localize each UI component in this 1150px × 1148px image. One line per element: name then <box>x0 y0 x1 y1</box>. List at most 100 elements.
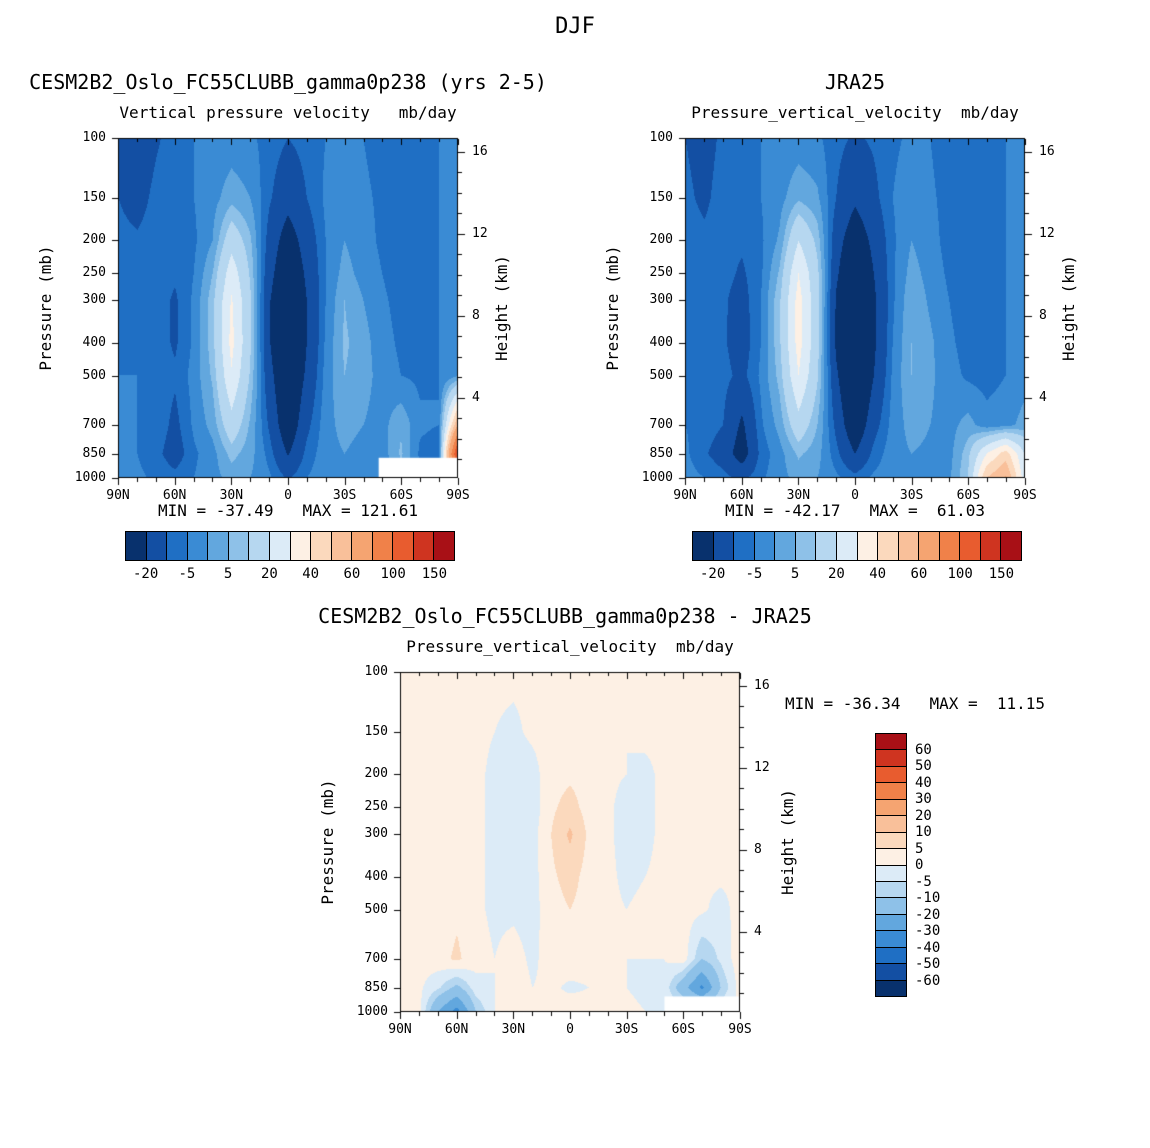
colorbar-segment <box>980 532 1002 560</box>
colorbar-segment <box>146 532 168 560</box>
colorbar-segment <box>960 532 981 560</box>
obs-latitude-tick-label: 30N <box>786 488 811 503</box>
diff-pressure-tick-label: 700 <box>364 951 388 967</box>
colorbar-segment <box>876 898 906 915</box>
diff-colorbar-tick-label: -60 <box>915 972 941 989</box>
diff-height-tick-label: 8 <box>754 841 762 857</box>
colorbar-segment <box>167 532 188 560</box>
obs-latitude-tick-label: 30S <box>899 488 924 503</box>
colorbar-segment <box>795 532 817 560</box>
obs-pressure-tick-label: 500 <box>649 367 673 383</box>
diff-panel-title: CESM2B2_Oslo_FC55CLUBB_gamma0p238 - JRA2… <box>318 604 812 628</box>
obs-minmax-label: MIN = -42.17 MAX = 61.03 <box>724 501 986 520</box>
model-pressure-tick-label: 100 <box>82 130 106 145</box>
colorbar-segment <box>775 532 796 560</box>
colorbar-segment <box>876 816 906 833</box>
model-colorbar <box>125 531 455 561</box>
obs-pressure-tick-label: 100 <box>649 130 673 145</box>
model-pressure-tick-label: 400 <box>82 334 106 350</box>
colorbar-segment <box>1001 532 1021 560</box>
colorbar-segment <box>876 931 906 948</box>
obs-contour-plot <box>677 130 1033 486</box>
model-colorbar-tick-label: 100 <box>380 566 406 582</box>
model-contour-plot <box>110 130 466 486</box>
diff-colorbar-tick-label: -30 <box>915 923 941 939</box>
model-latitude-tick-label: 30N <box>219 488 244 503</box>
diff-pressure-tick-label: 400 <box>364 868 388 884</box>
model-colorbar-tick-label: 60 <box>343 566 361 582</box>
diff-pressure-tick-label: 100 <box>364 664 388 679</box>
model-panel-title: CESM2B2_Oslo_FC55CLUBB_gamma0p238 (yrs 2… <box>29 70 547 94</box>
model-colorbar-tick-label: 40 <box>302 566 320 582</box>
obs-height-tick-label: 12 <box>1039 225 1055 241</box>
colorbar-segment <box>754 532 776 560</box>
colorbar-segment <box>919 532 940 560</box>
colorbar-segment <box>878 532 899 560</box>
obs-pressure-tick-label: 850 <box>649 446 673 461</box>
model-latitude-tick-label: 90N <box>106 488 130 503</box>
diff-pressure-tick-label: 300 <box>364 826 388 842</box>
diff-colorbar-tick-label: 0 <box>915 857 924 873</box>
model-latitude-tick-label: 60N <box>162 488 187 503</box>
colorbar-segment <box>876 832 906 850</box>
diff-latitude-tick-label: 60S <box>671 1022 696 1037</box>
diff-colorbar-tick-label: -5 <box>915 873 932 890</box>
colorbar-segment <box>393 532 414 560</box>
diff-minmax-label: MIN = -36.34 MAX = 11.15 <box>784 694 1046 713</box>
model-minmax-label: MIN = -37.49 MAX = 121.61 <box>157 501 419 520</box>
obs-height-tick-label: 8 <box>1039 307 1047 323</box>
colorbar-segment <box>939 532 961 560</box>
diff-latitude-tick-label: 90N <box>388 1022 412 1037</box>
colorbar-segment <box>352 532 373 560</box>
obs-colorbar-tick-label: -5 <box>745 566 763 582</box>
obs-colorbar-tick-label: 60 <box>910 566 928 582</box>
diff-height-tick-label: 4 <box>754 923 762 939</box>
obs-latitude-tick-label: 90S <box>1013 488 1037 503</box>
obs-latitude-tick-label: 90N <box>673 488 697 503</box>
colorbar-segment <box>876 947 906 965</box>
colorbar-segment <box>876 914 906 932</box>
diff-colorbar-tick-label: 50 <box>915 758 932 774</box>
obs-pressure-tick-label: 250 <box>649 265 673 281</box>
diff-colorbar-tick-label: 30 <box>915 791 932 807</box>
obs-pressure-tick-label: 400 <box>649 334 673 350</box>
model-panel-subtitle: Vertical pressure velocity mb/day <box>119 103 457 122</box>
obs-height-tick-label: 4 <box>1039 389 1047 405</box>
diff-height-tick-label: 12 <box>754 759 770 775</box>
model-pressure-tick-label: 700 <box>82 417 106 433</box>
colorbar-segment <box>857 532 879 560</box>
diff-pressure-tick-label: 1000 <box>356 1004 388 1019</box>
diff-colorbar-tick-label: -10 <box>915 890 941 906</box>
diff-colorbar-tick-label: 60 <box>915 741 932 758</box>
obs-panel-subtitle: Pressure_vertical_velocity mb/day <box>691 103 1019 122</box>
diff-pressure-tick-label: 850 <box>364 980 388 995</box>
colorbar-segment <box>249 532 270 560</box>
obs-pressure-tick-label: 200 <box>649 232 673 248</box>
model-pressure-tick-label: 500 <box>82 367 106 383</box>
obs-latitude-tick-label: 60S <box>956 488 981 503</box>
diff-latitude-tick-label: 30S <box>614 1022 639 1037</box>
diff-colorbar-tick-label: 20 <box>915 807 932 824</box>
model-colorbar-tick-label: 5 <box>223 566 233 582</box>
colorbar-segment <box>876 750 906 767</box>
colorbar-segment <box>208 532 229 560</box>
diff-colorbar-tick-label: 5 <box>915 840 924 857</box>
model-pressure-tick-label: 300 <box>82 292 106 308</box>
model-pressure-axis-title: Pressure (mb) <box>36 245 55 371</box>
diff-pressure-tick-label: 150 <box>364 723 388 739</box>
obs-pressure-tick-label: 1000 <box>641 470 673 485</box>
obs-colorbar-tick-label: 100 <box>947 566 973 582</box>
colorbar-segment <box>228 532 250 560</box>
colorbar-segment <box>876 980 906 996</box>
colorbar-segment <box>876 849 906 866</box>
colorbar-segment <box>434 532 454 560</box>
model-latitude-tick-label: 0 <box>284 488 292 503</box>
obs-colorbar-tick-label: -20 <box>699 566 726 582</box>
obs-height-tick-label: 16 <box>1039 143 1055 159</box>
obs-colorbar-tick-label: 150 <box>988 566 1015 582</box>
model-pressure-tick-label: 150 <box>82 189 106 205</box>
colorbar-segment <box>126 532 147 560</box>
obs-latitude-tick-label: 60N <box>729 488 754 503</box>
colorbar-segment <box>269 532 291 560</box>
